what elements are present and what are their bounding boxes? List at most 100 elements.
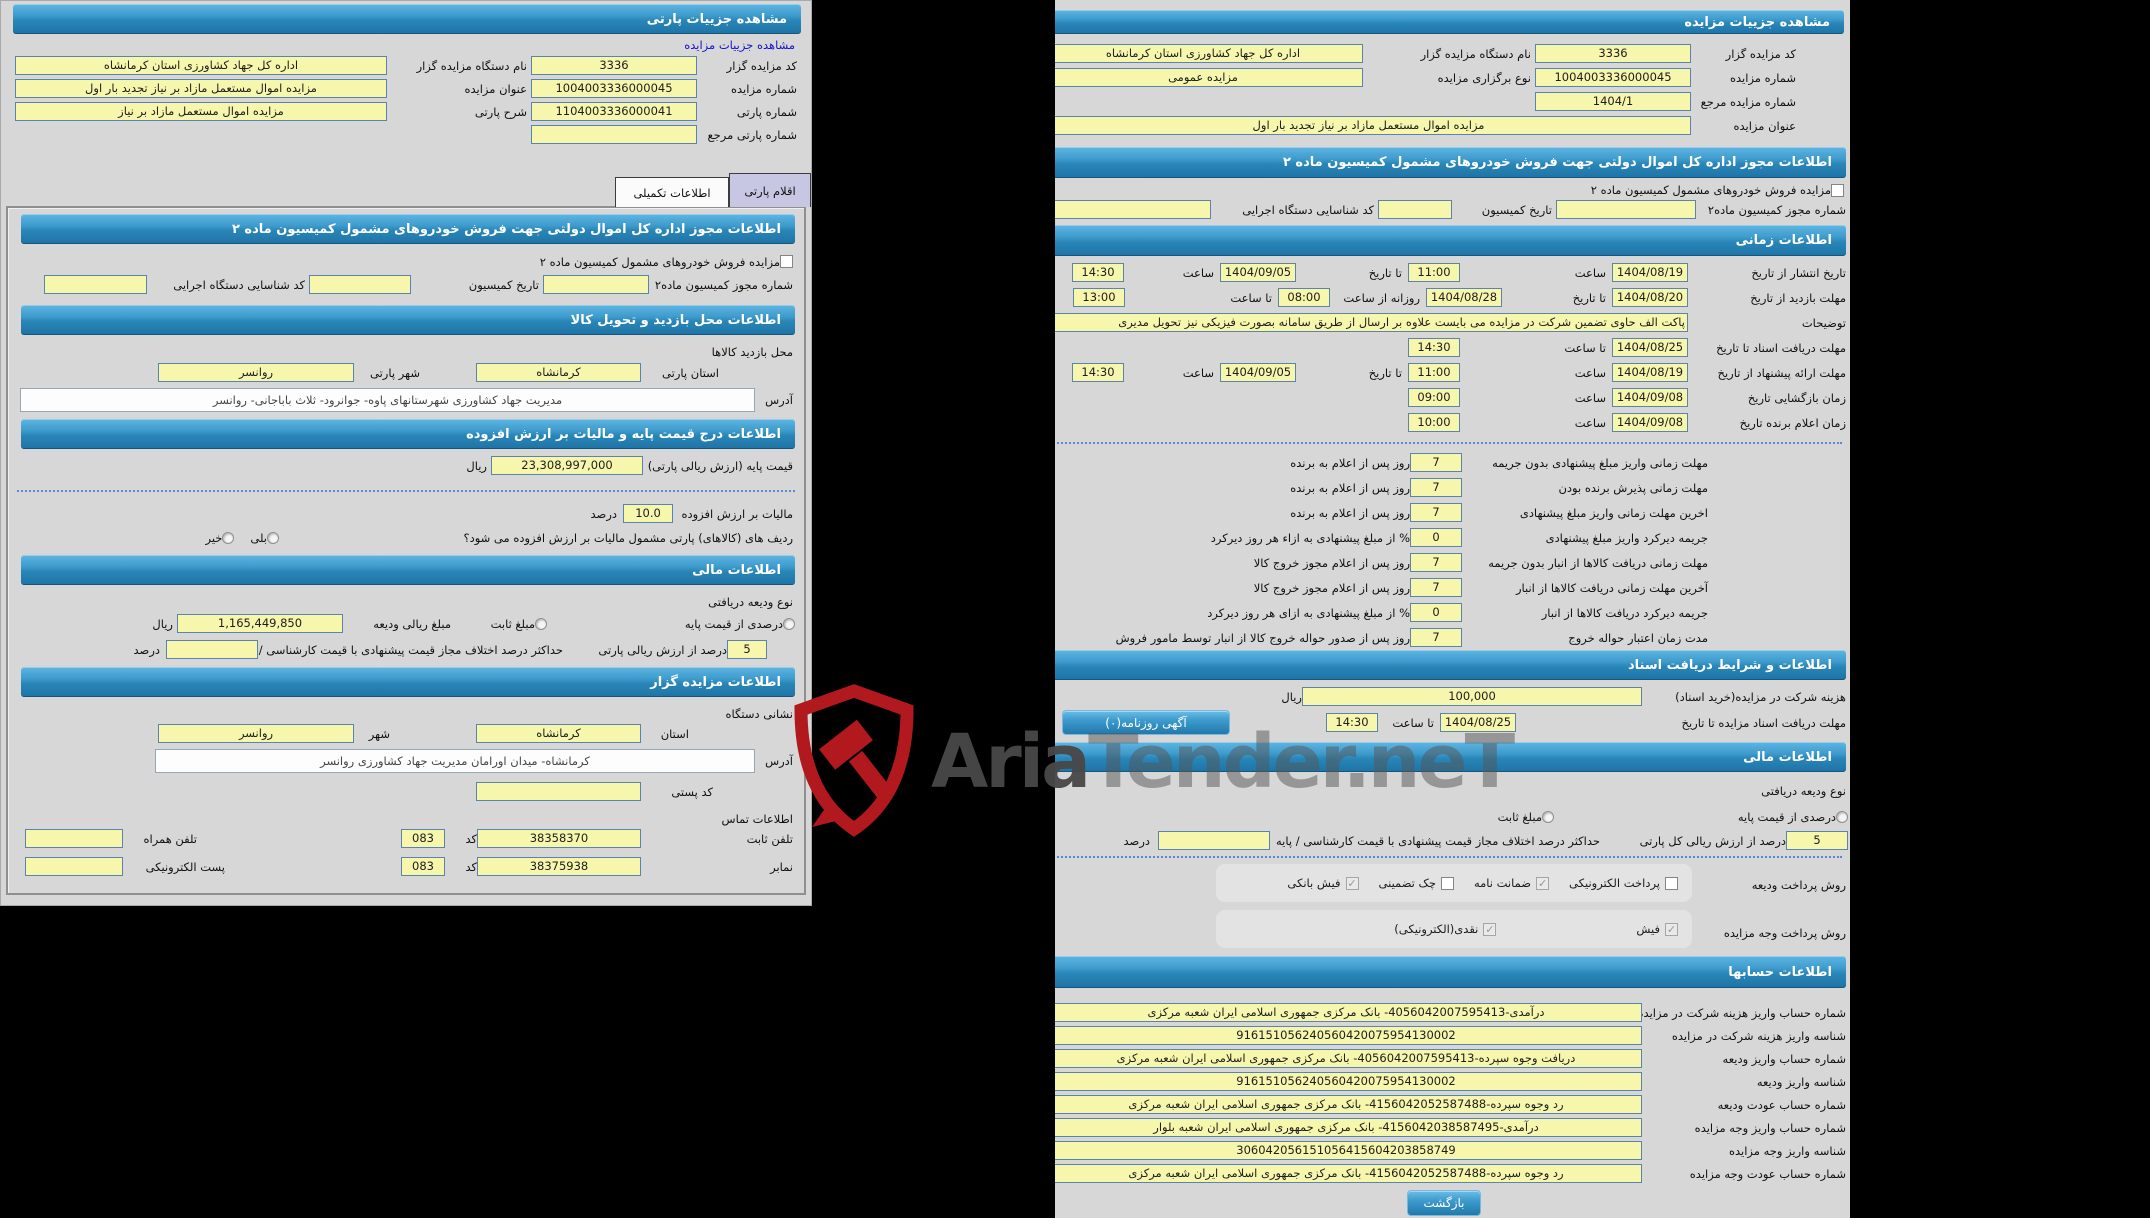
visit-daily-from-field[interactable]: 08:00 [1278,288,1330,307]
r-permit-no-field[interactable] [1556,200,1696,219]
checkbox-slip[interactable]: ✓ [1665,922,1678,936]
winner-time-field[interactable]: 10:00 [1408,413,1460,432]
r-agency-name-field[interactable]: اداره کل جهاد کشاورزی استان کرمانشاه [1055,44,1363,63]
offer-from-date-field[interactable]: 1404/08/19 [1612,363,1688,382]
base-price-row: قیمت پایه (ارزش ریالی پارتی) 23,308,997,… [451,455,793,476]
deposit-percent-field-right[interactable]: 5 [1786,831,1848,850]
fax-field[interactable]: 38375938 [477,857,641,876]
account-4-field[interactable]: 916151056240560420075954130002 [1055,1072,1642,1091]
winner-date-field[interactable]: 1404/09/08 [1612,413,1688,432]
org-province-field[interactable]: کرمانشاه [476,724,641,743]
radio-fixed-amount-left[interactable] [535,617,547,630]
visit-daily-to-field[interactable]: 13:00 [1073,288,1125,307]
account-7-field[interactable]: 306042056151056415604203858749 [1055,1141,1642,1160]
penalty-8-field[interactable]: 7 [1410,628,1462,647]
agency-id-field[interactable] [44,275,147,294]
agency-name-field[interactable]: اداره کل جهاد کشاورزی استان کرمانشاه [15,56,387,75]
party-no-field[interactable]: 1104003336000041 [531,102,697,121]
docs-deadline-time-field[interactable]: 14:30 [1408,338,1460,357]
party-city-field[interactable]: روانسر [158,363,354,382]
opening-time-field[interactable]: 09:00 [1408,388,1460,407]
permit-no-field[interactable] [543,275,649,294]
max-diff-field-left[interactable] [166,640,258,659]
deposit-percent-field-left[interactable]: 5 [727,640,767,659]
visit-to-date-field[interactable]: 1404/08/28 [1426,288,1502,307]
r-auction-type-field[interactable]: مزایده عمومی [1055,68,1363,87]
commission-date-field[interactable] [309,275,411,294]
fax-code-field[interactable]: 083 [401,857,445,876]
opening-date-field[interactable]: 1404/09/08 [1612,388,1688,407]
account-2-field[interactable]: 916151056240560420075954130002 [1055,1026,1642,1045]
penalty-7-suffix: % از مبلغ پیشنهادی به ازای هر روز دیرکرد [1207,605,1410,620]
r-article2-checkbox[interactable] [1831,183,1844,197]
checkbox-guarantee-letter[interactable]: ✓ [1536,876,1550,890]
publish-to-date-field[interactable]: 1404/09/05 [1220,263,1296,282]
docs-deadline-date-field[interactable]: 1404/08/25 [1612,338,1688,357]
account-8-field[interactable]: رد وجوه سپرده-4156042052587488- بانک مرک… [1055,1164,1642,1183]
publish-to-time-field[interactable]: 14:30 [1072,263,1124,282]
offer-to-time-field[interactable]: 14:30 [1072,363,1124,382]
account-6-field[interactable]: درآمدی-4156042038587495- بانک مرکزی جمهو… [1055,1118,1642,1137]
radio-vat-no[interactable] [222,531,235,544]
penalty-3-field[interactable]: 7 [1410,503,1462,522]
party-ref-field[interactable] [531,125,697,144]
checkbox-bank-slip[interactable]: ✓ [1345,876,1359,890]
deposit-amount-field[interactable]: 1,165,449,850 [177,614,343,633]
radio-vat-yes[interactable] [267,531,279,544]
phone-field[interactable]: 38358370 [477,829,641,848]
bidder-code-field[interactable]: 3336 [531,56,697,75]
penalty-4-field[interactable]: 0 [1410,528,1462,547]
auction-title-field[interactable]: مزایده اموال مستعمل مازاد بر نیاز تجدید … [15,79,387,98]
r-auction-title-field[interactable]: مزایده اموال مستعمل مازاد بر نیاز تجدید … [1055,116,1691,135]
article2-checkbox[interactable] [780,255,793,268]
r-auction-ref-field[interactable]: 1404/1 [1535,92,1691,111]
tab-party-items[interactable]: اقلام پارتی [729,173,811,207]
r-auction-no-field[interactable]: 1004003336000045 [1535,68,1691,87]
penalty-7-field[interactable]: 0 [1410,603,1462,622]
doc-fee-field[interactable]: 100,000 [1302,687,1642,706]
publish-from-time-field[interactable]: 11:00 [1408,263,1460,282]
r-commission-date-field[interactable] [1378,200,1452,219]
checkbox-electronic-payment[interactable] [1665,876,1678,890]
penalty-2-field[interactable]: 7 [1410,478,1462,497]
r-agency-id-field[interactable] [1055,200,1211,219]
radio-fixed-amount-right[interactable] [1542,810,1554,823]
org-address-field[interactable]: کرمانشاه- میدان اورامان مدیریت جهاد کشاو… [155,749,755,773]
view-auction-details-link[interactable]: مشاهده جزییات مزایده [684,38,795,52]
visit-from-date-field[interactable]: 1404/08/20 [1612,288,1688,307]
r-auction-no-label: شماره مزایده [1730,70,1796,85]
radio-percent-of-base-left[interactable] [783,617,795,630]
org-city-field[interactable]: روانسر [158,724,354,743]
doc-deadline-time-field[interactable]: 14:30 [1326,713,1378,732]
radio-percent-of-base-right[interactable] [1836,810,1848,823]
email-field[interactable] [25,857,123,876]
offer-from-time-field[interactable]: 11:00 [1408,363,1460,382]
postal-code-field[interactable] [476,782,641,801]
base-price-field[interactable]: 23,308,997,000 [491,456,643,475]
doc-deadline-date-field[interactable]: 1404/08/25 [1440,713,1516,732]
mobile-field[interactable] [25,829,123,848]
vat-field[interactable]: 10.0 [623,504,673,523]
account-1-field[interactable]: درآمدی-4056042007595413- بانک مرکزی جمهو… [1055,1003,1642,1022]
r-bidder-code-field[interactable]: 3336 [1535,44,1691,63]
back-button[interactable]: بازگشت [1407,1190,1481,1216]
auction-no-field[interactable]: 1004003336000045 [531,79,697,98]
publish-from-date-field[interactable]: 1404/08/19 [1612,263,1688,282]
account-3-field[interactable]: دریافت وجوه سپرده-4056042007595413- بانک… [1055,1049,1642,1068]
visit-address-field[interactable]: مدیریت جهاد کشاورزی شهرستانهای پاوه- جوا… [20,388,755,412]
newspaper-ad-button[interactable]: آگهی روزنامه(۰) [1062,710,1230,735]
penalty-6-field[interactable]: 7 [1410,578,1462,597]
account-5-field[interactable]: رد وجوه سپرده-4156042052587488- بانک مرک… [1055,1095,1642,1114]
phone-code-field[interactable]: 083 [401,829,445,848]
checkbox-guaranteed-cheque[interactable] [1440,876,1454,890]
penalty-1-field[interactable]: 7 [1410,453,1462,472]
checkbox-cash-electronic[interactable]: ✓ [1483,922,1497,936]
penalty-5-field[interactable]: 7 [1410,553,1462,572]
party-desc-field[interactable]: مزایده اموال مستعمل مازاد بر نیاز [15,102,387,121]
max-diff-field-right[interactable] [1158,831,1270,850]
notes-field[interactable]: پاکت الف حاوی تضمین شرکت در مزایده می با… [1055,313,1688,332]
party-province-field[interactable]: کرمانشاه [476,363,641,382]
tab-additional-info[interactable]: اطلاعات تکمیلی [615,177,729,207]
offer-to-date-field[interactable]: 1404/09/05 [1220,363,1296,382]
account-5-label: شماره حساب عودت ودیعه [1717,1097,1846,1112]
